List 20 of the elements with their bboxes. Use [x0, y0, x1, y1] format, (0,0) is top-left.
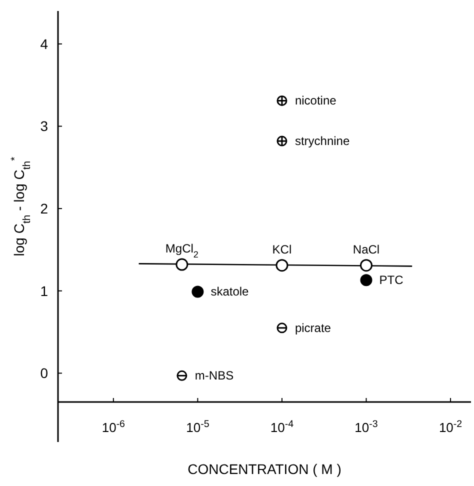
y-tick-label: 0 [40, 365, 48, 382]
y-tick-label: 4 [40, 36, 48, 52]
annotation: NaCl [352, 242, 380, 256]
x-tick-label: 10$^{-6}$ [102, 418, 125, 435]
x-tick-label: 10$^{-4}$ [270, 418, 294, 435]
annotation: nicotine [294, 94, 337, 108]
annotation: KCl [272, 242, 292, 256]
x-tick-label: 10$^{-5}$ [186, 418, 210, 435]
x-tick-label: 10$^{-3}$ [354, 418, 378, 435]
y-tick-label: 2 [40, 200, 48, 217]
annotation: MgCl$_{2}$ [165, 242, 198, 260]
annotation: skatole [210, 284, 250, 299]
annotation: PTC [379, 273, 404, 288]
annotation: m-NBS [194, 368, 234, 383]
y-tick-label: 3 [40, 118, 48, 134]
x-axis-title: CONCENTRATION ( M ) [188, 461, 342, 477]
annotation: picrate [294, 320, 332, 335]
x-tick-label: 10$^{-2}$ [438, 418, 462, 435]
annotation: strychnine [294, 134, 350, 148]
y-tick-label: 1 [40, 282, 48, 299]
